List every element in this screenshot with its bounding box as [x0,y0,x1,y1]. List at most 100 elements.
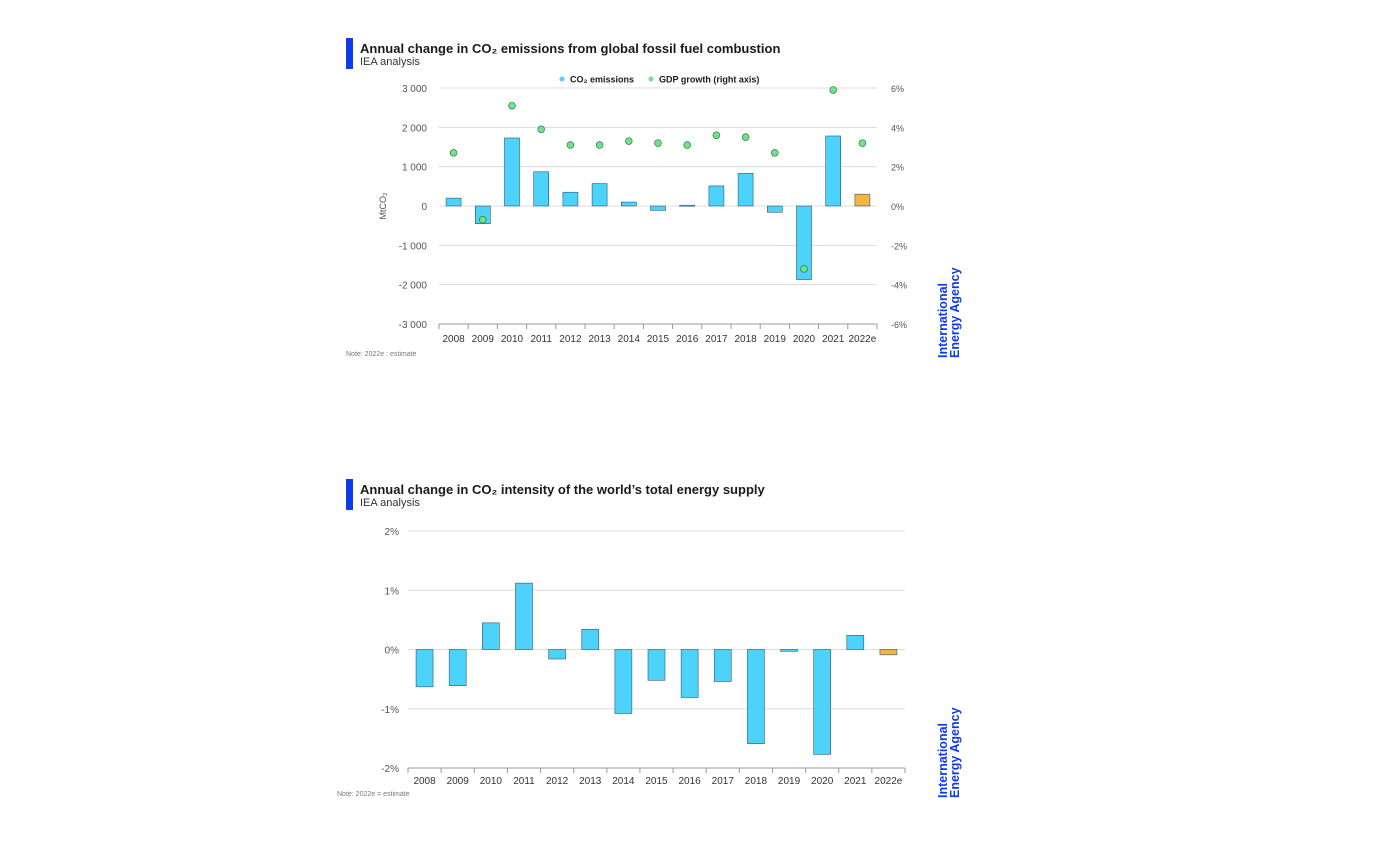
y2-tick-label: -4% [891,281,907,291]
y-tick-label: 2% [385,527,400,538]
bar [780,649,798,652]
y2-tick-label: -6% [891,320,907,330]
x-tick-label: 2012 [546,776,569,787]
y-tick-label: -1 000 [399,241,428,252]
bar [846,634,865,650]
chart2-note: Note: 2022e = estimate [337,791,410,798]
bar [766,205,783,213]
y-tick-label: 0% [385,646,400,657]
legend-label-co2: CO₂ emissions [570,75,634,85]
bar [854,193,871,207]
gdp-point [508,101,516,110]
x-tick-label: 2016 [679,776,702,787]
x-tick-label: 2017 [712,776,735,787]
x-tick-label: 2010 [501,334,524,345]
x-tick-label: 2018 [745,776,768,787]
x-tick-label: 2021 [844,776,867,787]
chart2-title-accent [346,479,353,510]
gdp-point [537,125,545,134]
gdp-point [712,131,721,139]
x-tick-label: 2022e [848,334,876,345]
bar [879,649,898,656]
bar [825,135,842,207]
gdp-point [595,141,604,149]
x-tick-label: 2011 [513,776,535,787]
x-tick-label: 2009 [447,776,470,787]
bar [680,649,699,698]
x-tick-label: 2008 [413,776,436,787]
gdp-point [566,141,575,149]
bar [614,649,633,714]
chart1-title: Annual change in CO₂ emissions from glob… [360,41,781,56]
gdp-point [625,137,633,145]
bar [747,649,765,745]
x-tick-label: 2015 [647,334,670,345]
x-tick-label: 2012 [559,334,582,345]
y-tick-label: -2% [381,764,399,775]
x-tick-label: 2018 [734,334,757,345]
legend-marker-gdp [648,76,654,82]
bar [533,171,550,207]
bar [515,582,533,650]
x-tick-label: 2014 [618,334,641,345]
y-axis-label: MtCO₂ [378,192,388,219]
y-tick-label: -1% [381,705,399,716]
bar [796,205,812,280]
gdp-point [771,149,779,157]
bar [445,197,462,207]
bar [813,649,831,755]
bar [581,629,600,650]
bar [562,191,579,207]
bar [482,622,500,650]
gdp-point [800,265,808,273]
legend-marker-co2 [559,76,565,82]
bar [713,649,732,682]
gdp-point [654,139,662,147]
y2-tick-label: 6% [891,84,904,94]
gdp-point [741,133,750,141]
x-tick-label: 2019 [764,334,787,345]
bar [679,204,696,207]
x-tick-label: 2019 [778,776,801,787]
y-tick-label: 2 000 [402,123,427,134]
bar [647,649,666,681]
bar [591,183,608,207]
chart2-title: Annual change in CO₂ intensity of the wo… [360,482,765,497]
x-tick-label: 2013 [588,334,611,345]
y-tick-label: -3 000 [399,320,428,331]
gdp-point [683,141,691,149]
bar [650,205,666,211]
bar [448,649,467,686]
x-tick-label: 2010 [480,776,503,787]
x-tick-label: 2009 [472,334,495,345]
y-tick-label: 1 000 [402,163,427,174]
x-tick-label: 2020 [793,334,816,345]
y-tick-label: 0 [421,202,427,213]
x-tick-label: 2021 [822,334,845,345]
bar [708,185,725,207]
y2-tick-label: 4% [891,123,904,133]
bar [504,137,520,207]
bar [737,173,754,207]
chart1-subtitle: IEA analysis [360,56,420,68]
x-tick-label: 2020 [811,776,834,787]
x-tick-label: 2011 [530,334,552,345]
y2-tick-label: 2% [891,163,904,173]
x-tick-label: 2017 [705,334,728,345]
x-tick-label: 2013 [579,776,602,787]
iea-logo-2: International Energy Agency [936,707,962,798]
chart1-title-accent [346,38,353,69]
bar [474,205,491,225]
chart1-note: Note: 2022e : estimate [346,351,417,358]
y-tick-label: -2 000 [399,281,428,292]
x-tick-label: 2008 [442,334,465,345]
logo-line2: Energy Agency [948,707,962,798]
y-tick-label: 1% [385,586,400,597]
bar [415,649,434,688]
y2-tick-label: -2% [891,241,907,251]
x-tick-label: 2015 [645,776,668,787]
gdp-point [479,216,487,224]
gdp-point [449,149,458,157]
x-tick-label: 2014 [612,776,635,787]
gdp-point [858,139,867,147]
